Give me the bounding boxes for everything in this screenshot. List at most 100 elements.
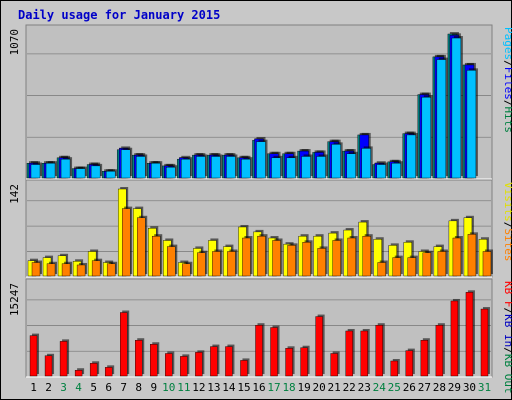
bar-kbytes-kb-f (120, 312, 128, 377)
bar-kbytes-kb-f (180, 356, 188, 377)
bar-kbytes-kb-f (270, 327, 278, 377)
legend-entry: Files (502, 67, 512, 100)
bar-hits-pages (436, 59, 447, 179)
bar-kbytes-kb-f (89, 363, 98, 377)
bar-visits-sites (46, 263, 56, 277)
legend-entry: / (502, 347, 512, 354)
bar-visits-sites (106, 263, 116, 277)
day-label: 22 (343, 381, 356, 394)
day-label: 15 (237, 381, 250, 394)
bar-kbytes-kb-f (104, 367, 113, 377)
bar-kbytes-kb-f (29, 335, 38, 377)
bar-kbytes-kb-f (135, 340, 143, 377)
bar-kbytes-kb-f (74, 370, 83, 377)
day-label: 1 (30, 381, 37, 394)
bar-visits-sites (31, 262, 41, 277)
ymax-label-kbytes: 15247 (8, 283, 21, 316)
day-label: 13 (207, 381, 220, 394)
bar-visits-sites (437, 251, 447, 277)
bar-kbytes-kb-f (300, 347, 308, 377)
bar-kbytes-kb-f (59, 341, 68, 377)
bar-hits-pages (331, 144, 341, 179)
bar-kbytes-kb-f (315, 316, 323, 377)
bar-visits-sites (272, 240, 281, 277)
bar-visits-sites (61, 263, 71, 277)
bar-hits-pages (346, 153, 356, 179)
bar-visits-sites (317, 248, 326, 277)
legend-visits: Visits/Sites (502, 182, 512, 262)
bar-hits-pages (301, 156, 311, 179)
bar-visits-sites (392, 257, 401, 277)
day-label: 5 (90, 381, 97, 394)
bar-visits-sites (257, 235, 266, 277)
bar-visits-sites (212, 251, 221, 277)
bar-visits-sites (91, 260, 101, 277)
bar-kbytes-kb-f (225, 346, 233, 377)
bar-hits-pages (391, 162, 401, 179)
bar-visits-sites (76, 264, 86, 277)
day-label: 7 (120, 381, 127, 394)
bar-visits-sites (121, 208, 131, 277)
bar-hits-pages (30, 164, 41, 179)
day-label: 18 (282, 381, 295, 394)
bar-hits-pages (241, 158, 251, 179)
bar-kbytes-kb-f (165, 353, 173, 377)
day-label: 26 (403, 381, 416, 394)
bar-kbytes-kb-f (195, 352, 203, 377)
day-label: 31 (478, 381, 491, 394)
bar-visits-sites (197, 252, 206, 277)
legend-entry: KB F (502, 281, 512, 308)
legend-kbytes: KB F/KB In/KB Out (502, 281, 512, 394)
bar-visits-sites (422, 252, 432, 277)
day-label: 20 (313, 381, 326, 394)
bar-kbytes-kb-f (390, 360, 398, 377)
day-label: 27 (418, 381, 431, 394)
bar-hits-pages (226, 156, 236, 179)
bar-hits-pages (60, 158, 71, 179)
bar-visits-sites (347, 237, 356, 277)
legend-entry: Pages (502, 27, 512, 60)
bar-visits-sites (182, 263, 191, 277)
bar-hits-pages (90, 165, 101, 179)
legend-entry: KB In (502, 314, 512, 347)
bar-hits-pages (105, 171, 116, 179)
bar-hits-pages (316, 156, 326, 179)
chart-title: Daily usage for January 2015 (18, 8, 221, 22)
bar-kbytes-kb-f (435, 325, 444, 377)
bar-kbytes-kb-f (150, 344, 158, 377)
bar-visits-sites (242, 237, 251, 277)
bar-visits-sites (287, 245, 296, 277)
ymax-label-visits: 142 (8, 184, 21, 204)
day-label: 17 (267, 381, 280, 394)
day-label: 11 (177, 381, 190, 394)
bar-hits-pages (271, 157, 281, 179)
bar-hits-pages (211, 156, 221, 179)
day-label: 28 (433, 381, 446, 394)
bar-hits-pages (421, 97, 432, 179)
bar-visits-sites (362, 235, 371, 277)
bar-visits-sites (137, 217, 146, 277)
bar-visits-sites (332, 240, 341, 277)
bar-kbytes-kb-f (450, 300, 459, 377)
bar-visits-sites (407, 257, 417, 277)
bar-hits-pages (120, 149, 131, 179)
bar-kbytes-kb-f (285, 348, 293, 377)
bar-visits-sites (167, 246, 176, 277)
bar-kbytes-kb-f (375, 325, 383, 377)
legend-entry: Sites (502, 228, 512, 261)
bar-visits-sites (227, 251, 236, 277)
bar-hits-pages (361, 148, 371, 179)
bar-visits-sites (467, 234, 477, 277)
legend-entry: Visits (502, 182, 512, 222)
day-label: 23 (358, 381, 371, 394)
day-label: 2 (45, 381, 52, 394)
bar-kbytes-kb-f (210, 346, 218, 377)
legend-entry: KB Out (502, 354, 512, 394)
legend-entry: Hits (502, 107, 512, 134)
ymax-label-hits: 1070 (8, 29, 21, 56)
day-label: 29 (448, 381, 461, 394)
bar-kbytes-kb-f (255, 325, 263, 377)
legend-hits: Pages/Files/Hits (502, 27, 512, 133)
bar-kbytes-kb-f (44, 355, 53, 377)
